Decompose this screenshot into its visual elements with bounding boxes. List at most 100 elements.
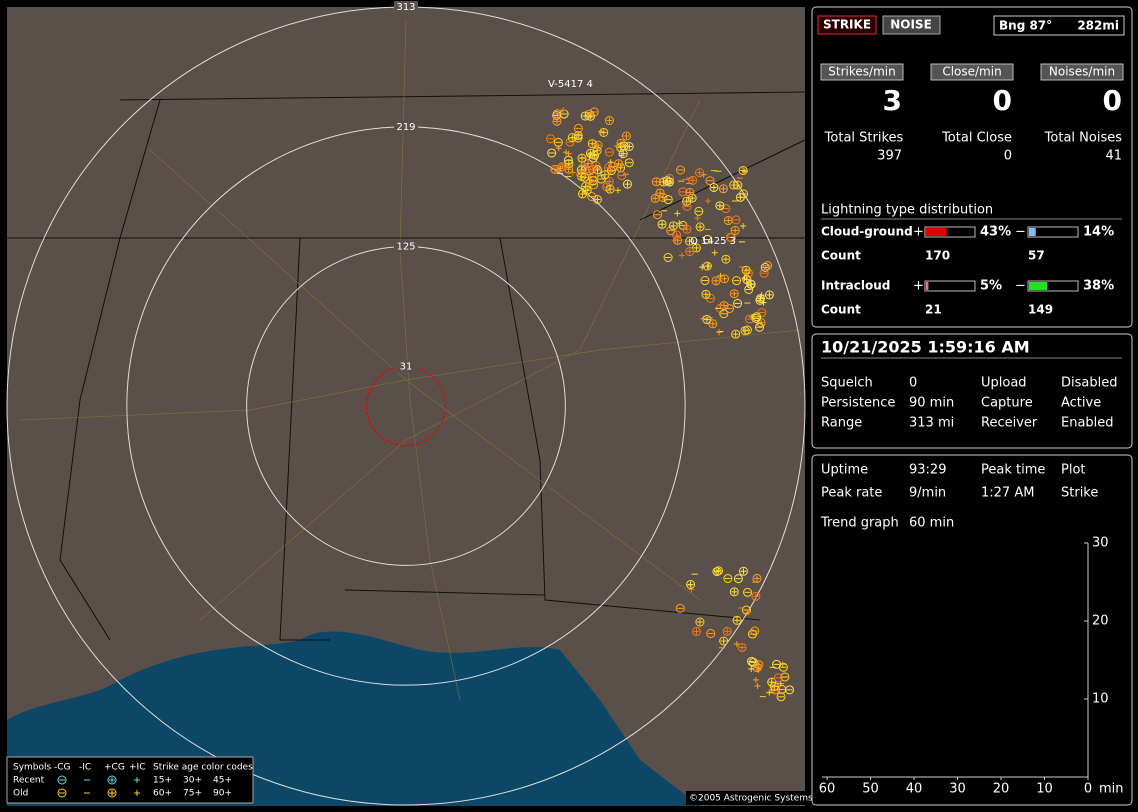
strike-symbol [619, 141, 629, 151]
strike-symbol [738, 566, 748, 576]
strike-ring [617, 171, 627, 181]
strike-ring [778, 662, 788, 672]
strike-ring [755, 322, 765, 332]
rate-button-label: Noises/min [1049, 65, 1115, 79]
legend-text: +CG [104, 763, 125, 773]
stats-text: 1:27 AM [981, 486, 1034, 501]
rate-button-label: Strikes/min [828, 65, 895, 79]
strike-ring [694, 206, 704, 216]
strike-symbol [565, 137, 575, 147]
status-text: Enabled [1061, 416, 1114, 431]
strike-symbol [730, 225, 740, 235]
strike-symbol [700, 276, 710, 286]
strike-symbol [600, 170, 610, 180]
strike-ring [702, 261, 712, 271]
legend-age: 15+ [153, 776, 172, 786]
strike-symbol [663, 253, 673, 263]
strike-tag: Q 1425 3 [690, 236, 736, 247]
rate-button[interactable] [930, 63, 1014, 81]
strike-symbol [759, 268, 769, 278]
strike-ring [722, 626, 732, 636]
legend-symbol [57, 775, 67, 785]
strike-ring [621, 131, 631, 141]
strike-ring [682, 196, 692, 206]
strike-ring [756, 318, 766, 328]
strike-ring [682, 224, 692, 234]
rate-button[interactable] [820, 63, 904, 81]
strike-ring [741, 265, 751, 275]
strike-symbol [587, 191, 597, 201]
ring-label-bg [394, 360, 418, 373]
strike-symbol [592, 194, 602, 204]
strike-ring [685, 247, 695, 257]
strike-symbol [614, 159, 624, 169]
strike-ring [587, 165, 597, 175]
pct-label: 14% [1083, 225, 1114, 240]
strike-ring [748, 629, 758, 639]
strike-ring [587, 191, 597, 201]
strike-ring [664, 177, 674, 187]
strike-symbol [699, 264, 706, 271]
strike-symbol [758, 292, 765, 299]
strike-symbol [777, 680, 784, 687]
x-tick-label: 30 [949, 782, 966, 797]
strike-ring [668, 221, 678, 231]
strike-symbol [732, 276, 742, 286]
x-tick-label: 20 [993, 782, 1010, 797]
strike-symbol [577, 153, 587, 163]
strike-ring [685, 187, 695, 197]
strike-symbol [785, 685, 795, 695]
strike-symbol [650, 193, 660, 203]
strike-ring [721, 254, 731, 264]
strike-ring [718, 184, 728, 194]
roads [19, 19, 801, 701]
strike-ring [747, 656, 757, 666]
gulf [120, 631, 700, 806]
strike-symbol [688, 586, 695, 593]
strike-symbol [563, 155, 573, 165]
strike-ring [691, 243, 701, 253]
strike-symbol [666, 226, 676, 236]
strike-symbol [603, 163, 613, 173]
stats-text: 93:29 [909, 463, 946, 478]
strike-symbol [725, 232, 735, 242]
strike-symbol [604, 116, 614, 126]
strike-symbol [709, 182, 719, 192]
strike-ring [604, 147, 614, 157]
strike-ring [776, 692, 786, 702]
pct-bar [926, 282, 929, 290]
legend-age: 60+ [153, 789, 172, 799]
strike-button[interactable] [817, 15, 877, 35]
noise-button[interactable] [882, 15, 941, 35]
stats-text: Uptime [821, 463, 868, 478]
strike-ring [763, 261, 773, 271]
strike-symbol [711, 276, 721, 286]
strike-symbol [589, 107, 599, 117]
pct-track [1027, 226, 1079, 238]
strike-symbol [695, 222, 705, 232]
status-text: Squelch [821, 376, 873, 391]
legend-text: -CG [54, 763, 71, 773]
strike-symbol [701, 289, 711, 299]
strike-ring [585, 148, 595, 158]
rate-button[interactable] [1040, 63, 1124, 81]
strike-ring [550, 164, 560, 174]
strike-symbol [682, 196, 692, 206]
strike-symbol [695, 168, 705, 178]
strike-ring [743, 268, 753, 278]
strike-ring [675, 603, 685, 613]
total-value: 397 [877, 149, 902, 164]
pct-track [924, 280, 976, 292]
strike-ring [624, 142, 634, 152]
strike-symbol [702, 315, 712, 325]
pct-bar [926, 228, 947, 236]
strike-symbol [583, 159, 593, 169]
stats-text: Peak rate [821, 486, 882, 501]
strike-ring [709, 182, 719, 192]
strike-ring [547, 148, 557, 158]
strike-ring [655, 188, 665, 198]
strike-symbol [564, 164, 574, 174]
strike-symbol [723, 573, 733, 583]
strike-symbol [694, 206, 704, 216]
